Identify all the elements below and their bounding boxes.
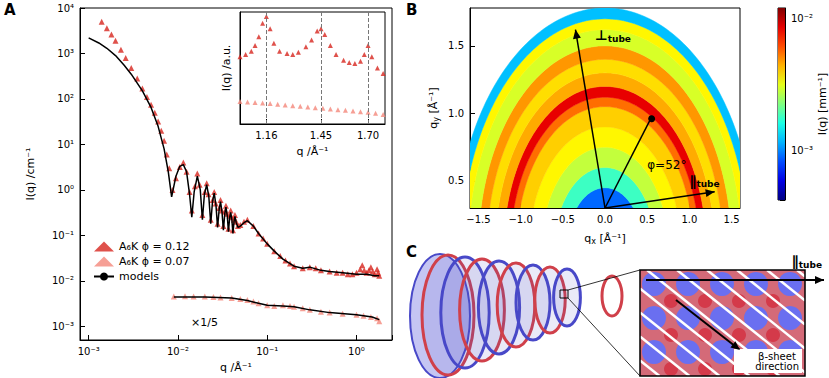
svg-text:−1.5: −1.5 [466, 214, 490, 225]
svg-text:−0.5: −0.5 [551, 214, 575, 225]
svg-text:I(q) /a.u.: I(q) /a.u. [220, 45, 233, 92]
svg-text:q: q [427, 122, 440, 129]
svg-text:B: B [406, 1, 417, 19]
svg-text:×1/5: ×1/5 [191, 316, 218, 329]
svg-text:1.16: 1.16 [255, 130, 277, 141]
svg-text:β-sheet: β-sheet [758, 350, 799, 362]
svg-text:10¹: 10¹ [57, 139, 74, 150]
svg-text:∥: ∥ [792, 253, 799, 269]
svg-text:10⁻²: 10⁻² [52, 275, 74, 286]
svg-text:10³: 10³ [57, 48, 74, 59]
svg-text:C: C [406, 243, 417, 261]
svg-text:1.0: 1.0 [681, 214, 697, 225]
svg-text:0.5: 0.5 [448, 175, 464, 186]
svg-text:∥: ∥ [689, 173, 696, 189]
svg-text:⊥: ⊥ [595, 27, 608, 43]
svg-text:[Å⁻¹]: [Å⁻¹] [427, 87, 440, 117]
svg-text:10⁻³: 10⁻³ [52, 321, 74, 332]
svg-text:10⁻²: 10⁻² [791, 13, 813, 24]
svg-text:0.0: 0.0 [597, 214, 613, 225]
svg-text:y: y [431, 117, 441, 122]
svg-text:1.0: 1.0 [448, 108, 464, 119]
svg-text:10⁻³: 10⁻³ [78, 346, 100, 357]
svg-text:1.5: 1.5 [448, 40, 464, 51]
svg-text:−1.0: −1.0 [508, 214, 532, 225]
svg-text:10⁻²: 10⁻² [167, 346, 189, 357]
svg-text:tube: tube [608, 34, 631, 44]
svg-text:10⁻¹: 10⁻¹ [52, 230, 74, 241]
svg-text:tube: tube [799, 260, 822, 270]
svg-text:10⁴: 10⁴ [57, 3, 74, 14]
svg-text:1.5: 1.5 [724, 214, 740, 225]
svg-text:A: A [4, 1, 16, 19]
svg-text:direction: direction [755, 361, 799, 372]
svg-text:A₆K ϕ = 0.12: A₆K ϕ = 0.12 [119, 240, 190, 253]
svg-text:0.5: 0.5 [639, 214, 655, 225]
svg-text:1.45: 1.45 [310, 130, 332, 141]
svg-text:q: q [584, 232, 591, 245]
svg-text:10⁻³: 10⁻³ [791, 145, 813, 156]
svg-text:I(q) [mm⁻¹]: I(q) [mm⁻¹] [816, 73, 829, 136]
svg-text:q /Å⁻¹: q /Å⁻¹ [297, 145, 329, 158]
svg-text:10⁻¹: 10⁻¹ [256, 346, 278, 357]
svg-text:q /Å⁻¹: q /Å⁻¹ [220, 361, 252, 374]
svg-text:A₆K ϕ = 0.07: A₆K ϕ = 0.07 [119, 255, 190, 268]
svg-text:10²: 10² [57, 93, 74, 104]
svg-text:1.70: 1.70 [357, 130, 379, 141]
svg-text:10⁰: 10⁰ [348, 346, 365, 357]
svg-text:tube: tube [696, 179, 719, 189]
svg-text:models: models [119, 270, 159, 283]
svg-text:[Å⁻¹]: [Å⁻¹] [596, 232, 626, 245]
svg-text:φ=52°: φ=52° [647, 158, 686, 172]
svg-text:I(q) /cm⁻¹: I(q) /cm⁻¹ [24, 148, 37, 201]
svg-text:x: x [591, 236, 596, 246]
svg-text:10⁰: 10⁰ [57, 184, 74, 195]
